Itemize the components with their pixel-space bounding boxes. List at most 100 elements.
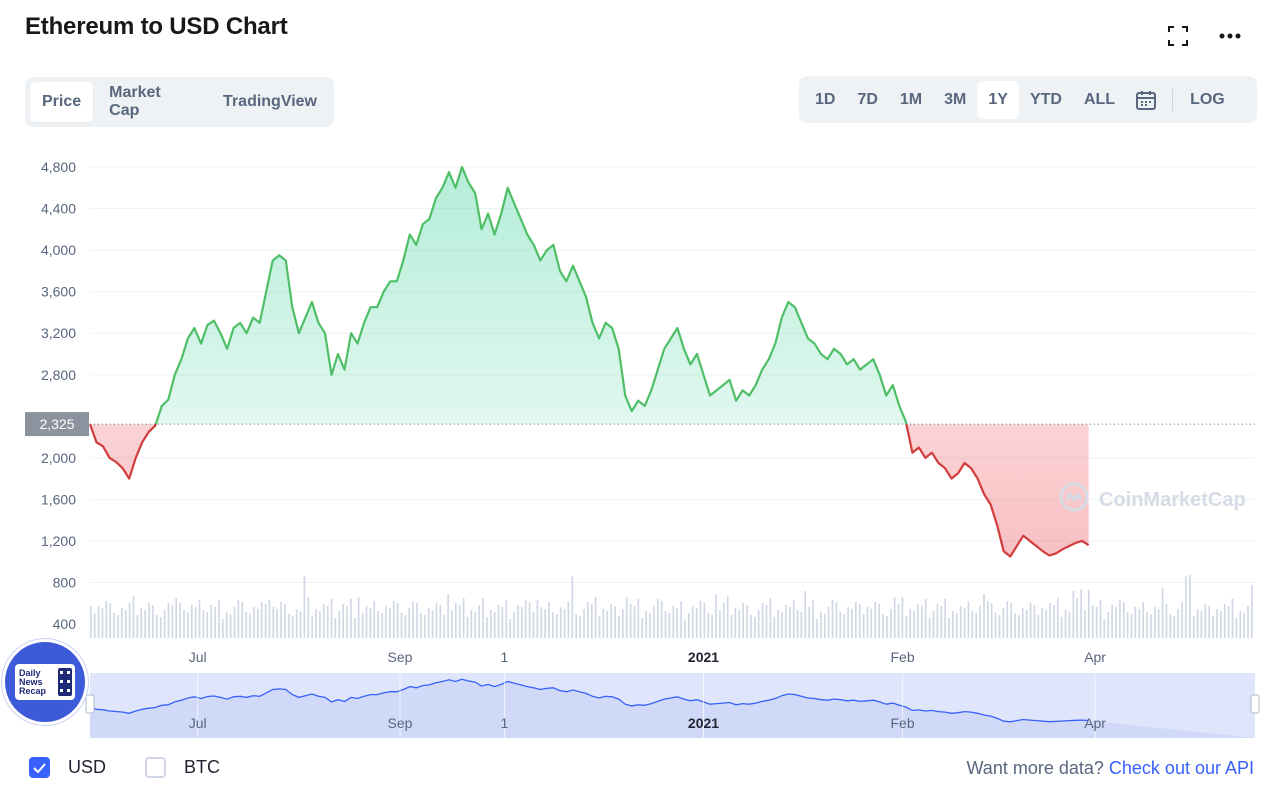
tab-tradingview[interactable]: TradingView	[223, 93, 317, 110]
volume-bar	[967, 601, 970, 638]
volume-bar	[637, 599, 640, 638]
volume-bar	[389, 608, 391, 638]
volume-bar	[455, 603, 457, 638]
volume-bar	[1018, 615, 1020, 638]
x-tick-label: Sep	[388, 649, 413, 665]
volume-bar	[435, 603, 438, 638]
x-tick-label: 2021	[688, 649, 719, 665]
volume-bar	[152, 605, 154, 638]
volume-bar	[695, 608, 698, 638]
range-all[interactable]: ALL	[1083, 90, 1116, 108]
volume-bar	[691, 606, 694, 638]
volume-bar	[567, 602, 570, 638]
y-tick-label: 1,200	[41, 533, 76, 549]
volume-bar	[357, 597, 360, 638]
volume-bar	[466, 617, 469, 638]
volume-bar	[983, 594, 985, 638]
volume-bar	[641, 618, 643, 638]
volume-bar	[579, 616, 581, 638]
volume-bar	[509, 619, 511, 638]
volume-bar	[175, 598, 177, 638]
volume-bar	[773, 617, 776, 638]
volume-bar	[672, 606, 675, 638]
range-1y[interactable]: 1Y	[977, 80, 1019, 119]
volume-bar	[90, 606, 92, 638]
fullscreen-icon[interactable]	[1164, 22, 1192, 50]
api-link[interactable]: Check out our API	[1108, 758, 1254, 778]
usd-checkbox[interactable]	[29, 757, 50, 778]
volume-bar	[311, 616, 313, 638]
volume-bar	[156, 615, 158, 638]
btc-toggle[interactable]: BTC	[145, 757, 220, 778]
navigator-handle-right[interactable]	[1250, 694, 1260, 714]
volume-bar	[1002, 608, 1005, 638]
volume-bar	[1068, 612, 1071, 638]
volume-bar	[307, 597, 310, 638]
volume-bar	[148, 603, 150, 638]
range-ytd[interactable]: YTD	[1029, 90, 1062, 108]
volume-bar	[855, 602, 857, 638]
volume-bar	[1111, 605, 1113, 638]
range-3m[interactable]: 3M	[944, 90, 967, 108]
volume-bar	[1208, 606, 1210, 638]
volume-bar	[827, 607, 830, 638]
volume-bar	[501, 607, 504, 638]
log-toggle[interactable]: LOG	[1190, 90, 1225, 108]
volume-bar	[633, 606, 636, 638]
volume-bar	[668, 613, 671, 638]
volume-bar	[377, 611, 379, 638]
volume-bars	[90, 575, 1253, 638]
volume-bar	[536, 600, 539, 638]
y-tick-label: 4,800	[41, 159, 76, 175]
navigator-x-label: Apr	[1084, 715, 1106, 731]
volume-bar	[1223, 604, 1226, 638]
volume-bar	[750, 615, 752, 638]
volume-bar	[524, 600, 527, 638]
volume-bar	[956, 613, 958, 638]
volume-bar	[385, 606, 387, 638]
volume-bar	[1123, 602, 1125, 638]
volume-bar	[831, 600, 834, 638]
tab-market-cap[interactable]: Market Cap	[109, 84, 161, 119]
volume-bar	[645, 611, 647, 638]
volume-bar	[684, 620, 686, 638]
volume-bar	[649, 613, 651, 638]
volume-bar	[202, 610, 205, 638]
navigator-handle-left[interactable]	[85, 694, 95, 714]
volume-bar	[447, 594, 449, 638]
volume-bar	[1022, 608, 1024, 638]
volume-bar	[1084, 610, 1086, 638]
volume-bar	[559, 607, 562, 638]
volume-bar	[1212, 616, 1214, 638]
volume-bar	[191, 605, 193, 638]
x-tick-label: Feb	[891, 649, 915, 665]
volume-bar	[1243, 613, 1245, 638]
volume-bar	[1049, 603, 1051, 638]
volume-bar	[1103, 619, 1106, 638]
more-options-icon[interactable]	[1216, 22, 1244, 50]
btc-checkbox[interactable]	[145, 757, 166, 778]
volume-bar	[245, 612, 247, 638]
range-1m[interactable]: 1M	[899, 90, 923, 108]
navigator: Jul Sep 1 2021 Feb Apr	[85, 673, 1260, 738]
tab-price[interactable]: Price	[30, 82, 94, 122]
volume-bar	[144, 610, 146, 638]
range-1d[interactable]: 1D	[815, 90, 836, 108]
volume-bar	[808, 607, 810, 638]
navigator-x-label: Feb	[891, 715, 915, 731]
volume-bar	[959, 606, 962, 638]
volume-bar	[528, 602, 531, 638]
volume-bar	[1029, 603, 1032, 638]
volume-bar	[346, 606, 348, 638]
y-tick-label: 800	[53, 575, 77, 591]
price-area-above	[90, 165, 908, 425]
volume-bar	[1157, 609, 1160, 638]
navigator-x-label: 1	[501, 715, 509, 731]
calendar-icon[interactable]	[1126, 81, 1166, 119]
volume-bar	[264, 604, 267, 638]
volume-bar	[354, 618, 356, 638]
volume-bar	[1173, 616, 1176, 638]
volume-bar	[295, 609, 298, 638]
range-7d[interactable]: 7D	[857, 90, 878, 108]
usd-toggle[interactable]: USD	[29, 757, 106, 778]
